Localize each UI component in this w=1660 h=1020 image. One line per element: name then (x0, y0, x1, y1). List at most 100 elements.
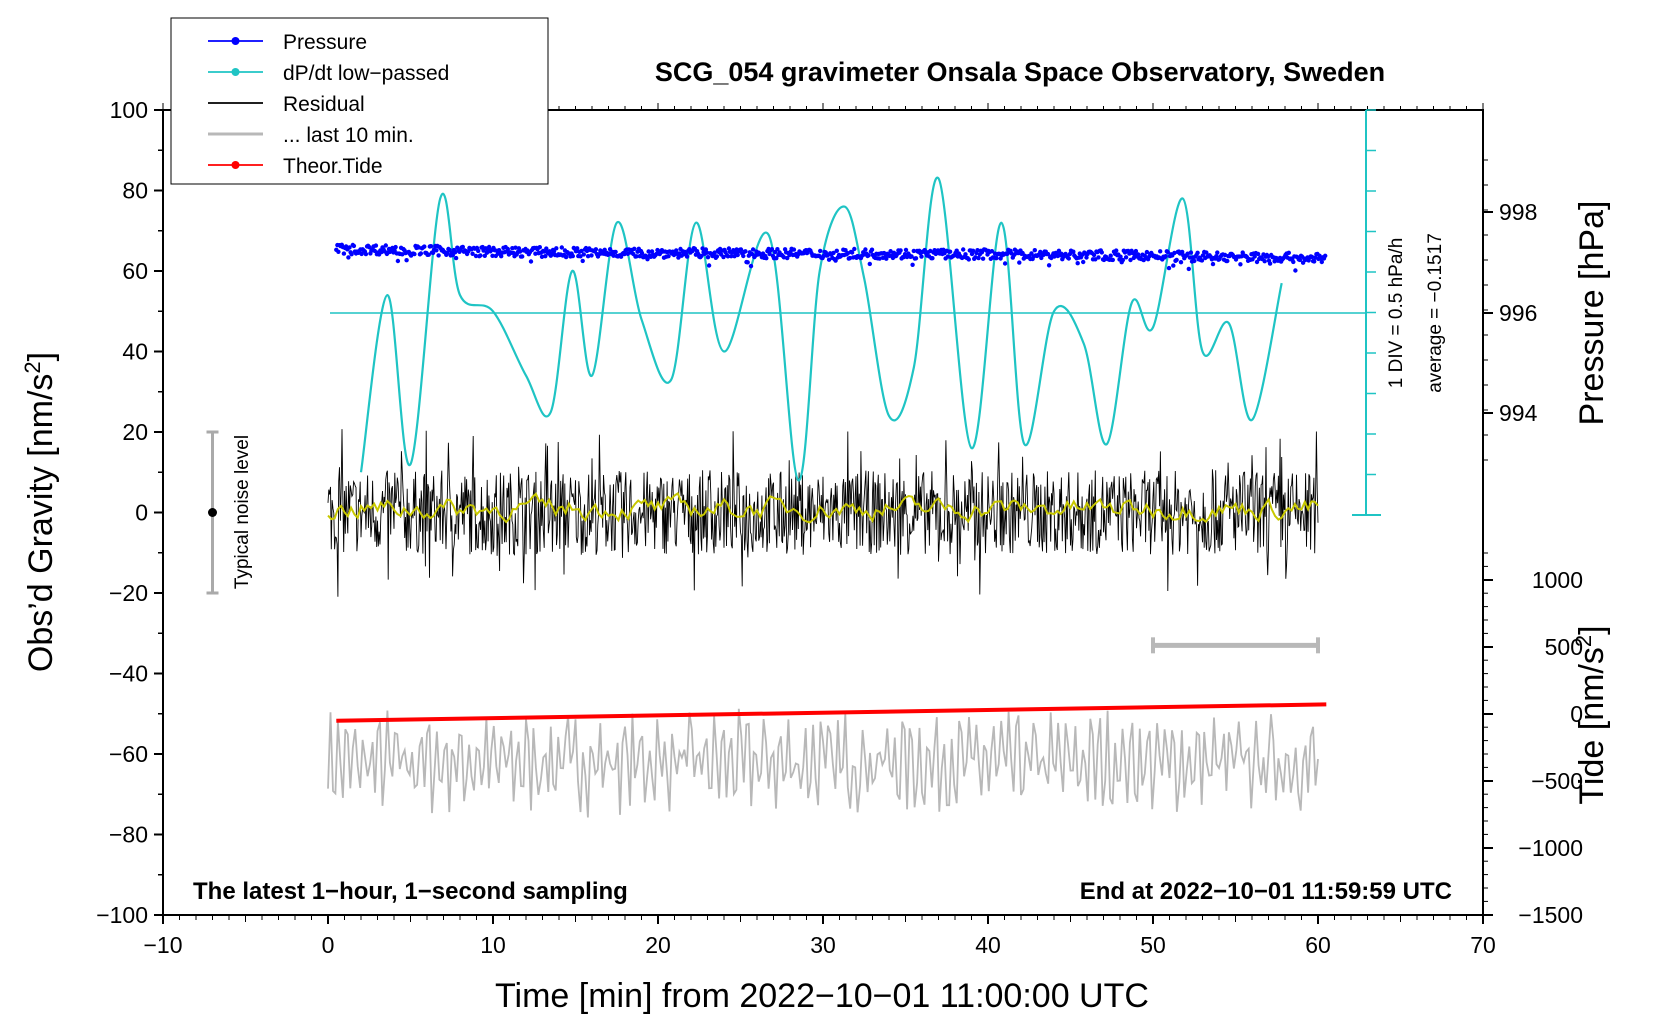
pressure-point (1128, 257, 1133, 263)
series-layer (206, 109, 1381, 818)
pressure-point (725, 254, 731, 259)
pressure-point (745, 260, 750, 265)
pressure-point (712, 250, 717, 255)
pressure-point (1199, 258, 1205, 263)
pressure-point (919, 254, 924, 259)
pressure-point (785, 255, 790, 261)
left-tick-label: 40 (122, 339, 148, 365)
pressure-point (516, 246, 522, 251)
pressure-point (821, 253, 826, 259)
pressure-point (818, 248, 823, 254)
pressure-point (791, 247, 797, 252)
bottom-tick-label: −10 (143, 932, 182, 958)
pressure-point (911, 248, 916, 254)
pressure-point (490, 253, 495, 258)
pressure-point (869, 247, 875, 252)
pressure-point (843, 248, 848, 253)
pressure-point (1052, 254, 1057, 259)
pressure-point (1267, 261, 1273, 266)
pressure-point (898, 248, 903, 253)
pressure-point (705, 255, 711, 260)
bottom-tick-label: 70 (1470, 932, 1496, 958)
pressure-point (1323, 253, 1328, 258)
sampling-note: The latest 1−hour, 1−second sampling (193, 878, 628, 905)
pressure-point (741, 253, 746, 259)
left-tick-label: 0 (135, 500, 148, 526)
scale-div-label: 1 DIV = 0.5 hPa/h (1386, 238, 1407, 389)
pressure-point (1091, 252, 1097, 258)
pressure-point (575, 246, 580, 251)
legend-item: dP/dt low−passed (208, 62, 449, 85)
pressure-point (1215, 250, 1220, 255)
legend-label: Theor.Tide (283, 155, 383, 178)
pressure-point (963, 252, 968, 257)
tide-tick-label: −1000 (1518, 835, 1583, 861)
pressure-point (1180, 249, 1185, 255)
left-axis: 100 80 60 40 20 0 −20 −40 −60 −80 −100 (96, 97, 163, 928)
pressure-point (367, 245, 372, 250)
pressure-point (1214, 254, 1219, 259)
pressure-point (1172, 250, 1177, 256)
pressure-point (436, 253, 441, 258)
pressure-point (554, 246, 559, 251)
pressure-point (1163, 254, 1168, 259)
pressure-point (1252, 254, 1257, 259)
pressure-axis-title: Pressure [hPa] (1573, 201, 1611, 426)
left-axis-title: Obs’d Gravity [nm/s2] (20, 352, 60, 672)
pressure-point (1225, 258, 1230, 264)
pressure-point (649, 249, 655, 254)
end-time-note: End at 2022−10−01 11:59:59 UTC (1080, 878, 1452, 905)
pressure-point (1071, 249, 1076, 254)
left-tick-label: 60 (122, 258, 148, 284)
tide-tick-label: −1500 (1518, 902, 1583, 928)
pressure-point (1210, 261, 1216, 267)
pressure-tick-label: 994 (1499, 400, 1538, 426)
pressure-point (579, 248, 584, 254)
pressure-point (613, 249, 618, 255)
pressure-point (1188, 250, 1194, 255)
pressure-point (674, 248, 679, 253)
pressure-point (589, 253, 594, 258)
pressure-point (989, 249, 995, 254)
pressure-point (1108, 253, 1113, 258)
bottom-tick-label: 10 (480, 932, 506, 958)
dpdt-series-line (359, 176, 1283, 482)
pressure-point (336, 249, 341, 254)
pressure-point (1293, 268, 1298, 273)
chart-title: SCG_054 gravimeter Onsala Space Observat… (655, 57, 1385, 87)
legend-swatch-marker (231, 37, 240, 45)
pressure-point (634, 254, 639, 259)
pressure-point (447, 247, 452, 253)
last10-series-line (327, 708, 1319, 818)
pressure-point (543, 254, 548, 259)
noise-label: Typical noise level (232, 435, 253, 589)
pressure-point (422, 244, 427, 249)
pressure-point (412, 251, 417, 257)
pressure-point (395, 258, 401, 264)
pressure-point (1165, 249, 1171, 255)
pressure-point (622, 251, 627, 257)
pressure-point (383, 243, 388, 248)
pressure-point (1171, 263, 1176, 268)
pressure-point (1144, 249, 1150, 255)
pressure-point (476, 248, 481, 254)
left-tick-label: −100 (96, 902, 148, 928)
pressure-point (539, 254, 545, 259)
noise-center-dot (208, 508, 217, 517)
pressure-point (537, 245, 542, 250)
pressure-point (966, 257, 971, 262)
pressure-point (849, 250, 855, 255)
pressure-point (769, 247, 775, 252)
pressure-point (700, 246, 705, 251)
tide-series-line (336, 702, 1327, 723)
pressure-point (676, 255, 681, 260)
pressure-point (1017, 260, 1022, 265)
pressure-point (913, 256, 919, 261)
left-tick-label: 80 (122, 178, 148, 204)
pressure-point (585, 254, 591, 259)
pressure-point (1166, 265, 1172, 271)
pressure-point (478, 253, 483, 258)
legend-item: Theor.Tide (208, 155, 383, 178)
legend-label: dP/dt low−passed (283, 62, 449, 85)
bottom-tick-label: 60 (1305, 932, 1331, 958)
